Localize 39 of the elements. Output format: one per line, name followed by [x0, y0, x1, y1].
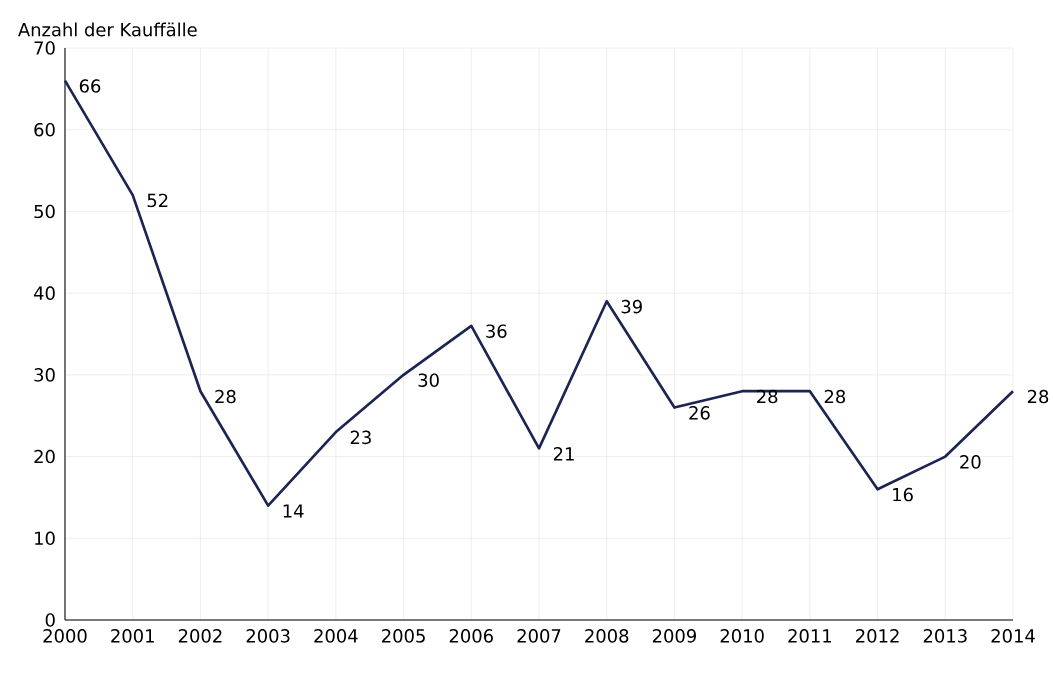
- x-tick-label: 2007: [517, 629, 561, 643]
- x-tick-label: 2009: [652, 629, 696, 643]
- data-label: 39: [621, 299, 642, 314]
- y-tick-label: 10: [35, 531, 55, 546]
- y-axis-title: Anzahl der Kauffälle: [18, 22, 197, 37]
- x-tick-label: 2003: [246, 629, 290, 643]
- data-label: 28: [1027, 389, 1049, 404]
- data-label: 36: [486, 324, 507, 338]
- x-tick-label: 2012: [856, 629, 899, 643]
- y-tick-label: 20: [34, 449, 55, 464]
- x-tick-label: 2006: [449, 629, 493, 643]
- data-label: 23: [350, 430, 371, 445]
- data-label: 20: [960, 455, 981, 469]
- x-tick-label: 2010: [720, 629, 764, 643]
- x-tick-label: 2000: [43, 629, 87, 643]
- y-tick-label: 60: [34, 122, 55, 137]
- data-label: 28: [215, 389, 236, 404]
- data-label: 26: [689, 406, 710, 420]
- x-tick-label: 2013: [923, 629, 967, 643]
- data-label: 21: [553, 447, 574, 461]
- data-label: 52: [147, 193, 168, 208]
- data-label: 28: [757, 389, 778, 404]
- data-label: 28: [824, 389, 846, 404]
- y-tick-label: 50: [34, 204, 55, 219]
- x-tick-label: 2004: [314, 629, 358, 643]
- x-tick-label: 2001: [111, 629, 154, 643]
- x-tick-label: 2002: [178, 629, 222, 643]
- data-label: 16: [893, 487, 913, 502]
- y-tick-label: 30: [34, 368, 55, 382]
- x-tick-label: 2011: [788, 629, 832, 643]
- y-tick-label: 40: [33, 286, 55, 300]
- data-label: 66: [79, 79, 101, 93]
- x-tick-label: 2005: [382, 629, 425, 643]
- y-tick-label: 0: [45, 613, 55, 627]
- data-label: 30: [418, 373, 439, 387]
- x-tick-label: 2014: [991, 629, 1035, 643]
- x-tick-label: 2008: [585, 629, 629, 643]
- data-label: 14: [283, 504, 304, 518]
- y-tick-label: 70: [34, 41, 55, 55]
